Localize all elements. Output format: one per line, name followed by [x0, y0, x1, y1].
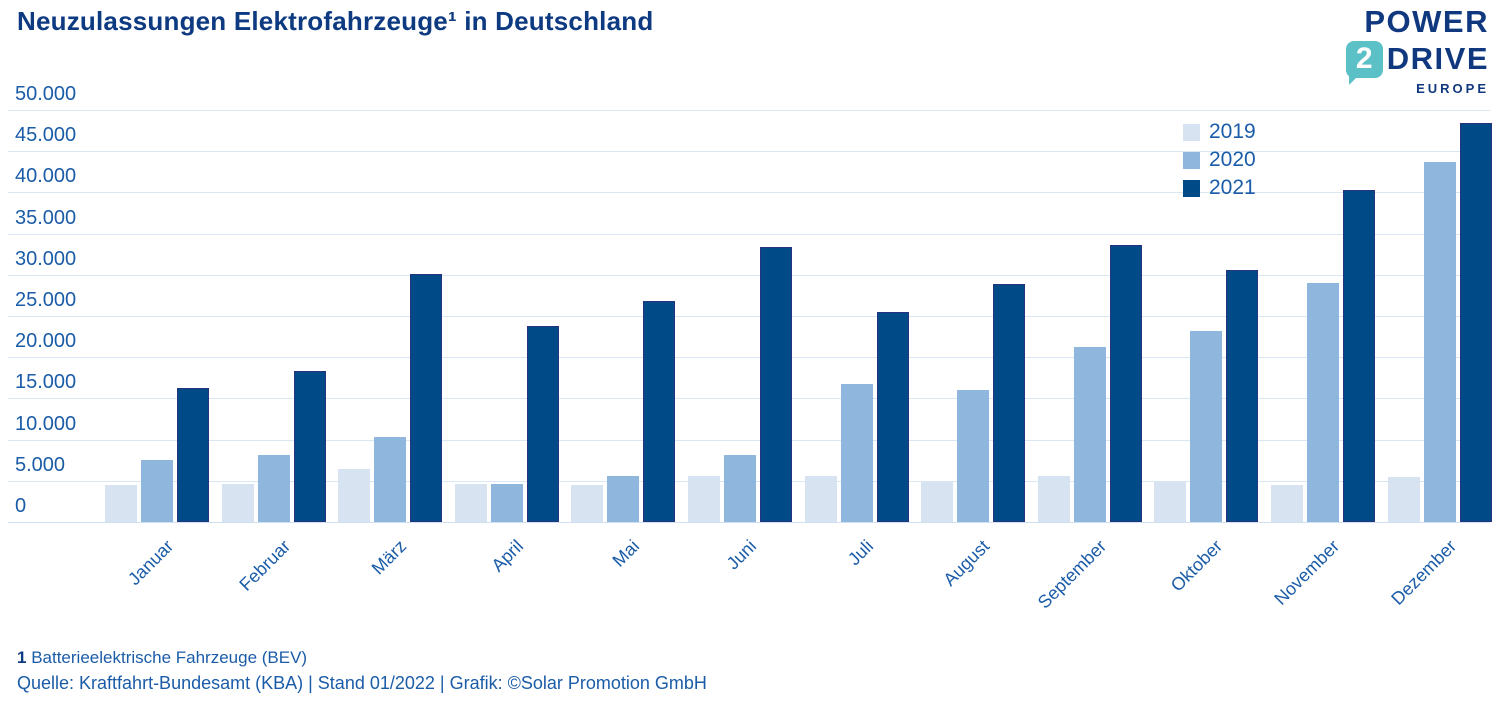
footnote-definition-text: Batterieelektrische Fahrzeuge (BEV)	[26, 648, 308, 667]
x-axis-label-juli: Juli	[843, 536, 877, 570]
logo-2-badge-digit: 2	[1355, 42, 1373, 75]
bar-2021-februar	[293, 371, 326, 522]
bar-2020-februar	[257, 454, 290, 522]
logo-drive-row: 2 DRIVE	[1345, 39, 1489, 85]
gridline-25000	[8, 316, 1490, 317]
y-axis-tick-label: 5.000	[15, 453, 66, 476]
legend-swatch-2021	[1183, 179, 1200, 197]
bar-2021-juni	[760, 246, 792, 522]
bar-2021-august	[993, 284, 1026, 522]
bar-2019-juli	[804, 475, 837, 522]
gridline-50000	[8, 110, 1490, 111]
x-axis-label-januar: Januar	[124, 536, 178, 590]
footnote-marker: 1	[17, 648, 27, 667]
gridline-15000	[8, 398, 1490, 400]
bar-2020-oktober	[1190, 331, 1223, 522]
x-axis-label-mai: Mai	[608, 536, 644, 571]
gridline-0	[8, 522, 1490, 523]
y-axis-tick-label: 0	[15, 495, 27, 517]
legend-item-2020: 2020	[1183, 146, 1256, 174]
bar-2021-märz	[410, 273, 443, 522]
bar-2019-april	[454, 484, 487, 522]
bar-2020-april	[490, 483, 523, 522]
bar-2020-juni	[724, 455, 756, 522]
gridline-10000	[8, 439, 1490, 441]
legend-label-2019: 2019	[1209, 120, 1256, 143]
footnote-definition: 1 Batterieelektrische Fahrzeuge (BEV)	[17, 645, 707, 670]
x-axis-label-november: November	[1270, 536, 1344, 609]
y-axis-tick-label: 45.000	[15, 124, 77, 147]
y-axis-tick-label: 40.000	[15, 165, 77, 188]
bar-2020-mai	[607, 476, 640, 522]
bar-2021-mai	[643, 301, 676, 522]
power2drive-logo: POWER 2 DRIVE EUROPE	[1345, 4, 1489, 96]
x-axis-label-april: April	[487, 536, 527, 576]
bar-2021-september	[1109, 244, 1142, 522]
source-line: Quelle: Kraftfahrt-Bundesamt (KBA) | Sta…	[17, 673, 707, 693]
y-axis-tick-label: 35.000	[15, 206, 77, 229]
gridline-30000	[8, 274, 1490, 276]
y-axis-tick-label: 30.000	[15, 247, 77, 270]
x-axis-label-märz: März	[367, 536, 411, 579]
bar-2019-dezember	[1387, 476, 1420, 522]
gridline-35000	[8, 233, 1490, 235]
speech-bubble-tail	[1348, 75, 1358, 85]
bar-2021-dezember	[1459, 122, 1492, 522]
legend-swatch-2020	[1183, 151, 1200, 169]
x-axis-label-februar: Februar	[235, 536, 294, 595]
legend-item-2019: 2019	[1183, 118, 1256, 146]
logo-2-badge: 2	[1345, 40, 1383, 85]
bar-2019-september	[1037, 475, 1070, 522]
bar-2021-oktober	[1226, 270, 1259, 522]
x-axis-label-dezember: Dezember	[1386, 536, 1460, 609]
x-axis-label-august: August	[939, 536, 994, 590]
bar-2020-märz	[374, 436, 407, 522]
y-axis-tick-label: 10.000	[15, 412, 77, 435]
y-axis-tick-label: 25.000	[15, 289, 77, 311]
chart-title: Neuzulassungen Elektrofahrzeuge¹ in Deut…	[17, 6, 654, 36]
bar-2020-januar	[141, 460, 173, 522]
bar-2019-januar	[105, 484, 137, 522]
logo-power-text: POWER	[1364, 4, 1489, 39]
bar-2019-märz	[338, 469, 371, 522]
bar-2021-januar	[177, 387, 209, 522]
x-axis-label-juni: Juni	[722, 536, 761, 574]
x-axis-label-oktober: Oktober	[1167, 536, 1227, 596]
y-axis-tick-label: 50.000	[15, 83, 77, 105]
bar-2021-april	[526, 325, 559, 522]
bar-2020-september	[1073, 347, 1106, 522]
bar-2020-august	[957, 389, 990, 522]
gridline-45000	[8, 151, 1490, 153]
chart-legend: 2019 2020 2021	[1183, 118, 1256, 202]
legend-swatch-2019	[1183, 123, 1200, 141]
y-axis-tick-label: 20.000	[15, 330, 77, 353]
logo-europe-text: EUROPE	[1416, 81, 1489, 96]
bar-2020-november	[1307, 283, 1339, 522]
bar-2021-november	[1343, 190, 1375, 522]
legend-item-2021: 2021	[1183, 174, 1256, 202]
bar-2020-dezember	[1423, 162, 1456, 522]
bar-2019-juni	[688, 475, 720, 522]
gridline-40000	[8, 192, 1490, 194]
y-axis-tick-label: 15.000	[15, 371, 77, 394]
logo-drive-text: DRIVE	[1386, 41, 1489, 76]
bar-2021-juli	[876, 312, 909, 522]
legend-label-2020: 2020	[1209, 148, 1256, 171]
bar-2019-oktober	[1154, 482, 1187, 522]
bar-2019-februar	[221, 484, 254, 522]
x-axis-label-september: September	[1033, 536, 1110, 613]
bar-2019-november	[1271, 484, 1303, 522]
bar-2020-juli	[840, 383, 873, 522]
chart-footnote: 1 Batterieelektrische Fahrzeuge (BEV) Qu…	[17, 645, 707, 697]
bar-2019-august	[921, 481, 954, 522]
gridline-20000	[8, 357, 1490, 359]
legend-label-2021: 2021	[1209, 176, 1256, 199]
bar-2019-mai	[571, 484, 604, 522]
